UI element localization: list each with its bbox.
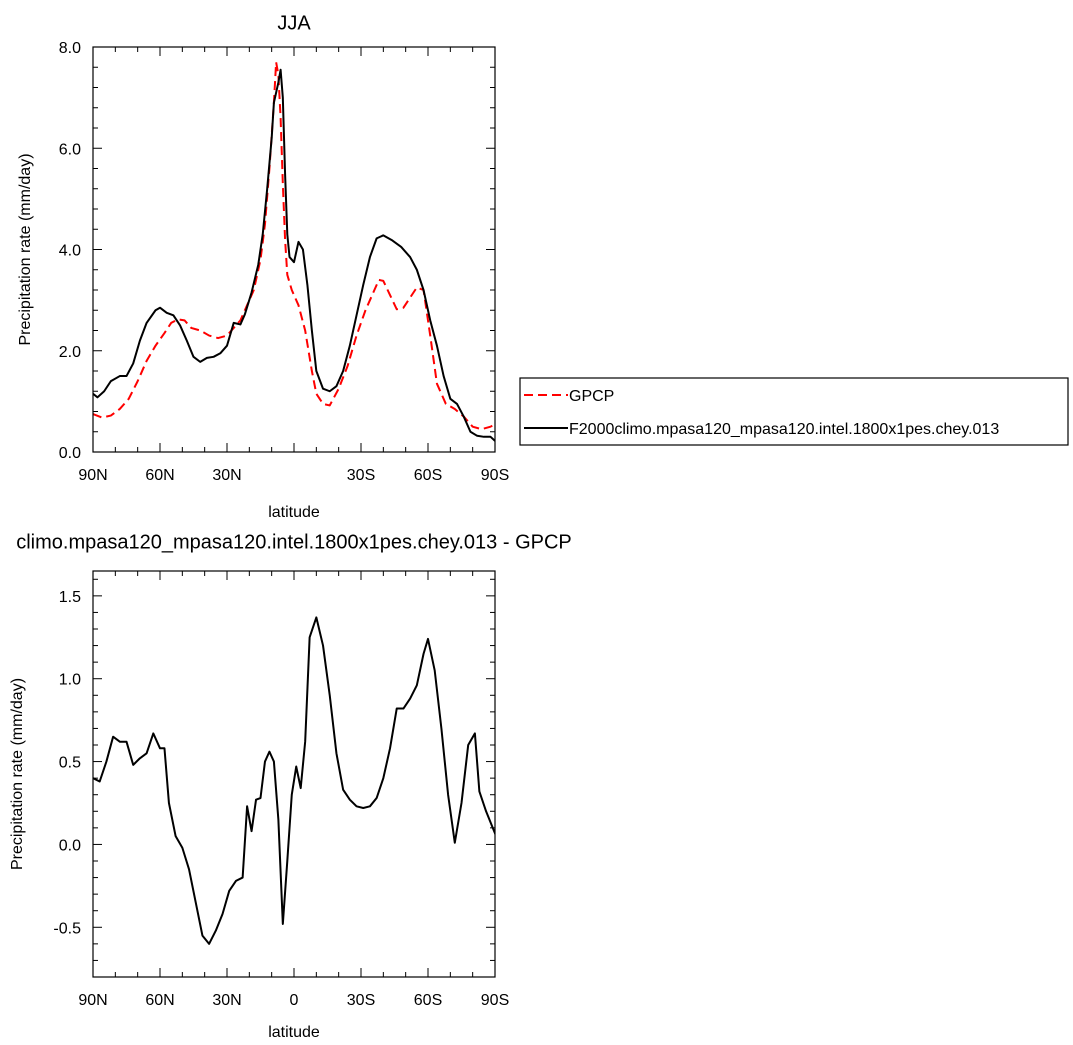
y-tick-label: -0.5 [53,920,81,937]
x-tick-label: 90N [78,992,107,1009]
chart-title: climo.mpasa120_mpasa120.intel.1800x1pes.… [16,531,572,553]
plot-frame [92,46,496,453]
x-axis-label: latitude [268,1024,320,1041]
legend: GPCP F2000climo.mpasa120_mpasa120.intel.1… [519,377,1069,446]
series-line-1 [93,61,495,431]
x-tick-label: 30S [347,992,375,1009]
series-group [93,616,495,945]
x-tick-label: 90S [481,467,509,484]
x-axis-label: latitude [268,504,320,521]
y-tick-label: 8.0 [59,40,81,57]
y-tick-label: 6.0 [59,141,81,158]
y-tick-label: 1.0 [59,672,81,689]
y-tick-label: 4.0 [59,243,81,260]
legend-label-2: F2000climo.mpasa120_mpasa120.intel.1800x… [569,421,999,438]
x-tick-label: 60N [145,992,174,1009]
legend-box [519,377,1069,446]
x-tick-label: 60N [145,467,174,484]
y-tick-label: 0.0 [59,445,81,462]
x-tick-label: 30S [347,467,375,484]
x-tick-label: 30N [212,467,241,484]
legend-label-1: GPCP [569,388,614,405]
chart-title: JJA [277,12,311,34]
chart-panel-1: JJA 90N 60N 30N 30S 60S 90S 0.0 2.0 4.0 6.0 8.0 lati… [17,12,509,521]
y-tick-label: 2.0 [59,344,81,361]
series-line-2 [93,68,495,442]
series-group [93,61,495,442]
y-tick-label: 0.0 [59,837,81,854]
chart-panel-2: climo.mpasa120_mpasa120.intel.1800x1pes.… [9,531,572,1041]
series-line-1 [93,616,495,945]
y-axis-label: Precipitation rate (mm/day) [9,678,26,870]
plot-frame [92,570,496,978]
x-tick-label: 90N [78,467,107,484]
x-tick-label: 90S [481,992,509,1009]
x-tick-label: 30N [212,992,241,1009]
x-tick-label: 60S [414,467,442,484]
y-tick-label: 1.5 [59,589,81,606]
x-tick-label: 0 [290,992,299,1009]
y-axis-label: Precipitation rate (mm/day) [17,153,34,345]
y-tick-label: 0.5 [59,755,81,772]
x-tick-label: 60S [414,992,442,1009]
